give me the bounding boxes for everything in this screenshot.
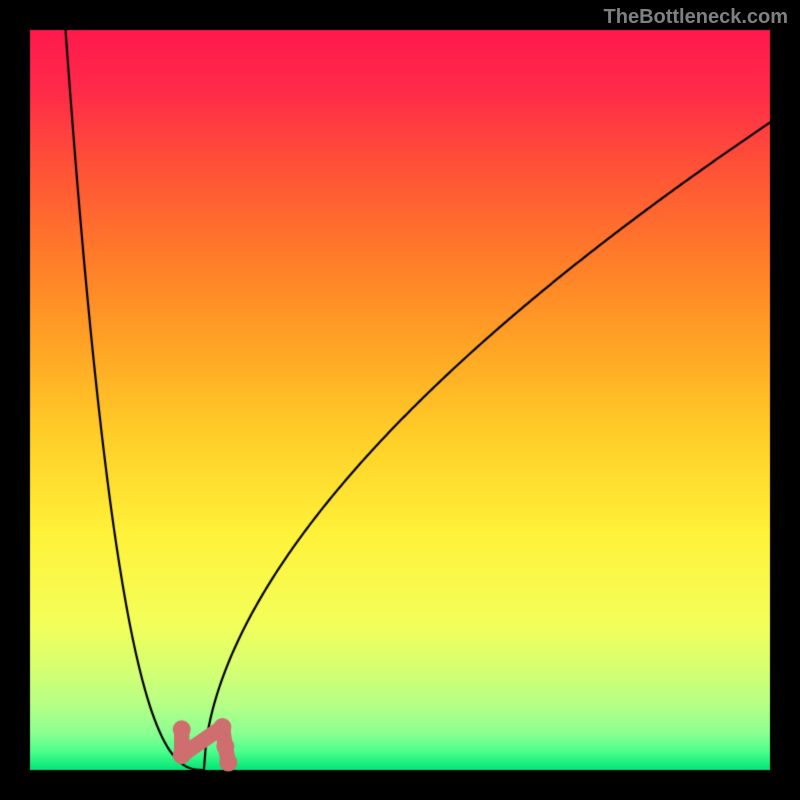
bottleneck-chart-canvas [0,0,800,800]
watermark-text: TheBottleneck.com [604,6,788,29]
